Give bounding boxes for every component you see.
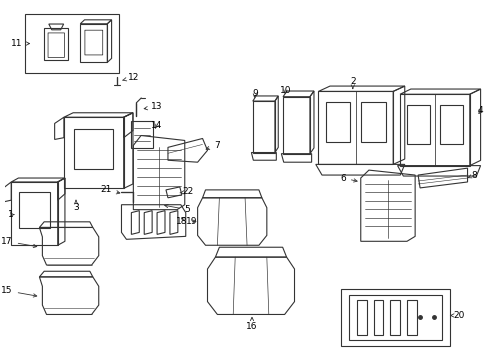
Text: 5: 5 [164, 204, 190, 214]
Text: 13: 13 [144, 102, 163, 111]
Text: 17: 17 [1, 237, 37, 248]
Text: 1: 1 [8, 210, 14, 219]
Text: 21: 21 [100, 185, 120, 194]
Text: 4: 4 [476, 106, 482, 115]
Text: 19: 19 [182, 217, 197, 226]
Text: 15: 15 [1, 286, 37, 297]
Text: 7: 7 [205, 141, 220, 150]
Text: 8: 8 [468, 171, 476, 180]
Text: 2: 2 [349, 77, 355, 89]
Text: 9: 9 [251, 90, 257, 99]
Text: 18: 18 [176, 217, 196, 226]
Text: 16: 16 [246, 318, 257, 331]
Text: 11: 11 [11, 39, 30, 48]
Text: 14: 14 [151, 121, 162, 130]
Text: 12: 12 [122, 73, 140, 82]
Text: 3: 3 [73, 200, 79, 212]
Text: 20: 20 [449, 311, 464, 320]
Text: 22: 22 [180, 187, 194, 196]
Text: 6: 6 [340, 174, 356, 183]
Text: 10: 10 [279, 86, 290, 95]
